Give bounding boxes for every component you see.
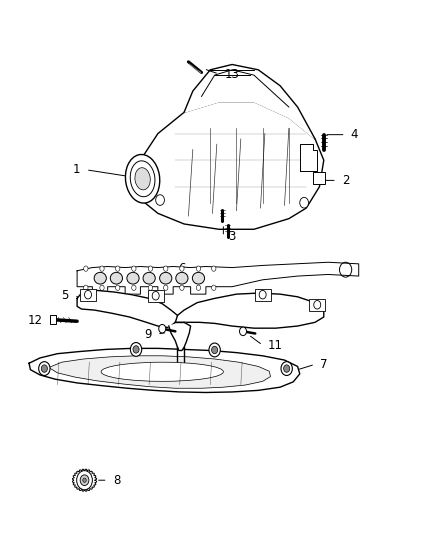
Circle shape — [39, 362, 50, 375]
Circle shape — [196, 266, 201, 271]
Ellipse shape — [94, 272, 106, 284]
Circle shape — [83, 478, 86, 482]
Circle shape — [116, 266, 120, 271]
Polygon shape — [29, 349, 300, 392]
Ellipse shape — [143, 272, 155, 284]
Text: 12: 12 — [28, 314, 42, 327]
Circle shape — [284, 365, 290, 372]
Polygon shape — [184, 64, 315, 139]
Ellipse shape — [192, 272, 205, 284]
Polygon shape — [169, 322, 191, 351]
Circle shape — [163, 285, 168, 290]
Circle shape — [133, 346, 139, 353]
Ellipse shape — [125, 155, 160, 203]
Circle shape — [180, 285, 184, 290]
FancyBboxPatch shape — [309, 300, 325, 311]
Circle shape — [240, 327, 247, 336]
Text: 11: 11 — [268, 338, 283, 352]
Circle shape — [132, 266, 136, 271]
FancyBboxPatch shape — [148, 290, 163, 302]
Ellipse shape — [110, 272, 123, 284]
Circle shape — [163, 266, 168, 271]
Circle shape — [212, 266, 216, 271]
Ellipse shape — [101, 362, 223, 381]
Circle shape — [77, 471, 92, 490]
Text: 3: 3 — [229, 230, 236, 243]
Ellipse shape — [176, 272, 188, 284]
Polygon shape — [72, 469, 97, 491]
FancyBboxPatch shape — [313, 172, 325, 184]
Ellipse shape — [135, 168, 150, 190]
Text: 9: 9 — [144, 327, 152, 341]
Circle shape — [84, 266, 88, 271]
Polygon shape — [175, 293, 324, 328]
Circle shape — [41, 365, 47, 372]
Polygon shape — [49, 356, 271, 388]
Circle shape — [300, 197, 308, 208]
FancyBboxPatch shape — [255, 289, 271, 301]
Polygon shape — [300, 144, 317, 171]
Circle shape — [100, 285, 104, 290]
Text: 13: 13 — [224, 68, 239, 80]
Circle shape — [155, 195, 164, 205]
Text: 6: 6 — [178, 262, 186, 275]
Circle shape — [100, 266, 104, 271]
Text: 1: 1 — [73, 163, 81, 176]
Ellipse shape — [159, 272, 172, 284]
Circle shape — [281, 362, 292, 375]
Circle shape — [180, 266, 184, 271]
Circle shape — [85, 290, 92, 299]
FancyBboxPatch shape — [50, 316, 56, 324]
Text: 7: 7 — [320, 358, 328, 371]
Text: 8: 8 — [113, 474, 120, 487]
Circle shape — [131, 343, 142, 357]
Circle shape — [80, 475, 89, 486]
Circle shape — [84, 285, 88, 290]
Circle shape — [132, 285, 136, 290]
Text: 4: 4 — [351, 128, 358, 141]
Circle shape — [259, 290, 266, 299]
Text: 2: 2 — [342, 174, 350, 187]
Circle shape — [148, 285, 152, 290]
Ellipse shape — [127, 272, 139, 284]
Circle shape — [212, 346, 218, 354]
Polygon shape — [77, 290, 177, 328]
Circle shape — [116, 285, 120, 290]
Circle shape — [148, 266, 152, 271]
Circle shape — [152, 292, 159, 300]
Circle shape — [314, 301, 321, 309]
Polygon shape — [77, 262, 359, 294]
Polygon shape — [132, 102, 324, 229]
FancyBboxPatch shape — [80, 289, 96, 301]
Circle shape — [159, 325, 166, 333]
Circle shape — [196, 285, 201, 290]
Text: 5: 5 — [61, 289, 69, 302]
Circle shape — [209, 343, 220, 357]
Circle shape — [212, 285, 216, 290]
